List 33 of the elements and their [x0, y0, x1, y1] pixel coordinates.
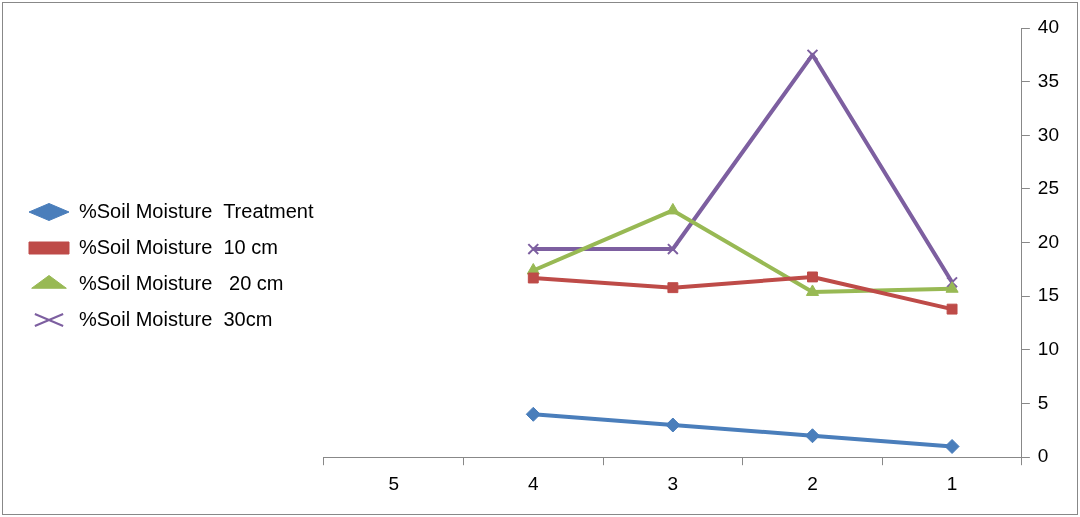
point: [946, 276, 959, 289]
x-tick-label: 2: [807, 472, 818, 494]
y-tick-label: 35: [1037, 69, 1060, 91]
y-tick-label: 5: [1037, 391, 1049, 413]
point: [806, 48, 819, 61]
x-tick-label: 5: [388, 472, 399, 494]
point: [527, 272, 539, 284]
legend-label: %Soil Moisture 30cm: [79, 307, 273, 330]
y-tick-label: 40: [1037, 16, 1060, 38]
legend-label: %Soil Moisture Treatment: [79, 199, 314, 222]
legend-label: %Soil Moisture 20 cm: [79, 271, 284, 294]
point: [945, 281, 959, 293]
point: [807, 271, 818, 283]
point: [666, 243, 679, 255]
point: [804, 428, 820, 444]
y-tick-label: 20: [1037, 230, 1060, 252]
y-tick-label: 15: [1037, 284, 1060, 306]
point: [666, 202, 680, 215]
point: [527, 243, 540, 255]
point: [944, 438, 960, 454]
x-tick-label: 1: [946, 472, 958, 494]
point: [805, 284, 820, 296]
legend-label: %Soil Moisture 10 cm: [79, 235, 278, 258]
point: [525, 406, 541, 422]
point: [665, 417, 681, 433]
x-tick-label: 3: [667, 472, 679, 494]
y-tick-label: 25: [1037, 177, 1060, 199]
y-tick-label: 30: [1037, 123, 1060, 145]
y-tick-label: 0: [1037, 445, 1049, 467]
point: [946, 303, 958, 315]
y-tick-label: 10: [1037, 338, 1060, 360]
x-tick-label: 4: [528, 472, 539, 494]
point: [667, 282, 679, 294]
